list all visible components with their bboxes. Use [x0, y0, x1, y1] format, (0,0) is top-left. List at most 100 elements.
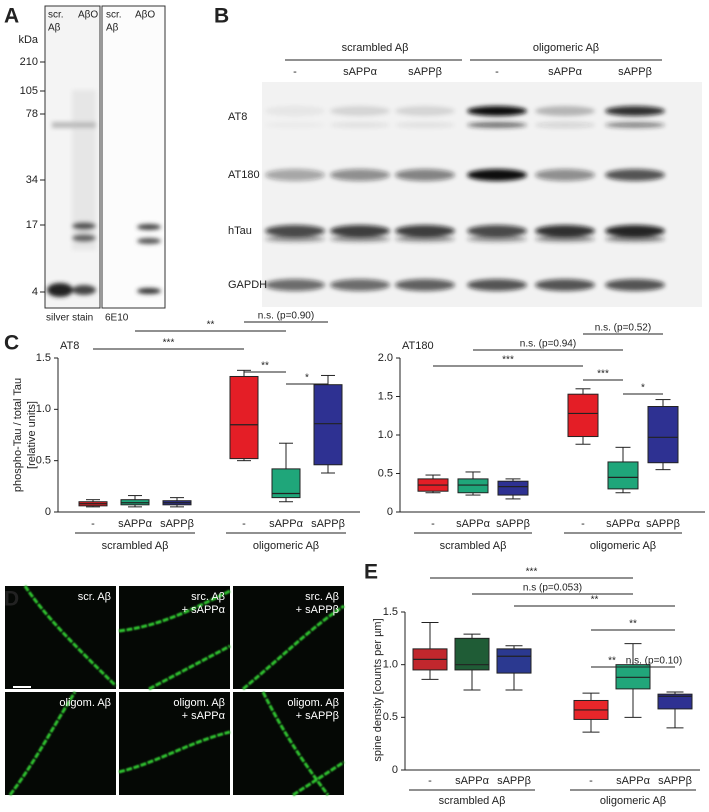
band	[535, 106, 595, 116]
band	[467, 279, 527, 291]
significance-label: **	[207, 320, 215, 331]
micrograph: scr. Aβ	[5, 585, 118, 689]
band	[535, 279, 595, 291]
dendrite	[118, 589, 231, 691]
micrograph-bg	[233, 586, 344, 689]
lane-label: scr.	[106, 10, 122, 21]
group-label: scrambled Aβ	[440, 540, 507, 552]
panel-label: C	[4, 332, 19, 355]
box	[647, 406, 679, 464]
blot-background	[262, 82, 702, 307]
group-label: oligomeric Aβ	[590, 540, 656, 552]
x-tick-label: sAPPβ	[496, 518, 530, 530]
micrograph-label: src. Aβ	[305, 591, 339, 603]
micrograph-label: src. Aβ	[191, 591, 225, 603]
dendrite	[8, 691, 77, 796]
significance-label: n.s. (p=0.94)	[520, 339, 576, 350]
y-tick-label: 1.5	[378, 390, 393, 402]
band	[467, 169, 527, 181]
significance-label: ***	[502, 355, 514, 366]
lane-label: Aβ	[48, 23, 61, 34]
blot-caption: 6E10	[105, 313, 129, 324]
x-tick-label: sAPPα	[606, 518, 641, 530]
blot-bands	[265, 106, 665, 291]
lane-label: -	[293, 66, 297, 78]
significance-label: **	[629, 619, 637, 630]
band	[535, 236, 595, 242]
lane-label: Aβ	[106, 23, 119, 34]
micrograph-label: + sAPPβ	[296, 710, 339, 722]
lane-label: sAPPα	[343, 66, 378, 78]
box	[657, 693, 693, 710]
lane-label: -	[495, 66, 499, 78]
dendrite	[242, 604, 345, 691]
lane-label: scr.	[48, 10, 64, 21]
x-tick-label: sAPPα	[118, 518, 153, 530]
band	[395, 236, 455, 242]
micrograph-bg	[233, 692, 344, 795]
micrograph-bg	[5, 692, 116, 795]
band	[535, 169, 595, 181]
dendrite	[261, 691, 345, 797]
micrograph-bg	[119, 586, 230, 689]
y-tick-label: 0.5	[383, 711, 398, 723]
band	[265, 236, 325, 242]
x-tick-label: -	[428, 775, 432, 787]
significance-label: n.s. (p=0.90)	[258, 311, 314, 322]
y-tick-label: 0	[45, 506, 51, 518]
micrograph: oligom. Aβ	[5, 686, 116, 796]
marker-label: 17	[26, 219, 38, 231]
significance-label: *	[641, 383, 645, 394]
y-tick-label: 1.0	[36, 403, 51, 415]
marker-label: 210	[20, 56, 38, 68]
panel-label: E	[364, 561, 378, 584]
y-tick-label: 1.0	[378, 429, 393, 441]
box	[567, 393, 599, 438]
y-axis-label: phospho-Tau / total Tau	[12, 378, 24, 492]
y-tick-label: 1.5	[383, 606, 398, 618]
box	[229, 375, 259, 460]
micrograph-bg	[5, 586, 116, 689]
significance-label: **	[591, 595, 599, 606]
micrograph: oligom. Aβ+ sAPPβ	[233, 691, 345, 797]
panel-label: B	[214, 5, 229, 28]
band	[330, 169, 390, 181]
band	[535, 225, 595, 237]
row-label: hTau	[228, 225, 252, 237]
x-tick-label: sAPPβ	[160, 518, 194, 530]
band	[605, 225, 665, 237]
band	[265, 225, 325, 237]
band	[395, 279, 455, 291]
band	[467, 236, 527, 242]
significance-label: ***	[526, 567, 538, 578]
band	[330, 225, 390, 237]
significance-label: ***	[597, 369, 609, 380]
x-tick-label: -	[431, 518, 435, 530]
marker-label: 4	[32, 286, 38, 298]
blot-caption: silver stain	[46, 313, 93, 324]
band	[395, 122, 455, 128]
band	[330, 122, 390, 128]
band	[467, 106, 527, 116]
band	[395, 225, 455, 237]
y-tick-label: 0.5	[378, 467, 393, 479]
significance-label: *	[305, 373, 309, 384]
micrograph: oligom. Aβ+ sAPPα	[118, 692, 231, 795]
lane-label: AβO	[135, 10, 155, 21]
group-label: scrambled Aβ	[102, 540, 169, 552]
blot-a	[44, 5, 166, 309]
band	[467, 122, 527, 128]
micrograph-label: + sAPPα	[182, 710, 226, 722]
band	[605, 106, 665, 116]
x-tick-label: sAPPβ	[646, 518, 680, 530]
box	[607, 461, 639, 490]
band	[330, 106, 390, 116]
significance-label: **	[608, 656, 616, 667]
x-tick-label: sAPPα	[269, 518, 304, 530]
y-axis-label: [relative units]	[26, 401, 38, 469]
micrograph-label: oligom. Aβ	[287, 697, 339, 709]
x-tick-label: sAPPβ	[497, 775, 531, 787]
x-tick-label: -	[242, 518, 246, 530]
band	[330, 236, 390, 242]
